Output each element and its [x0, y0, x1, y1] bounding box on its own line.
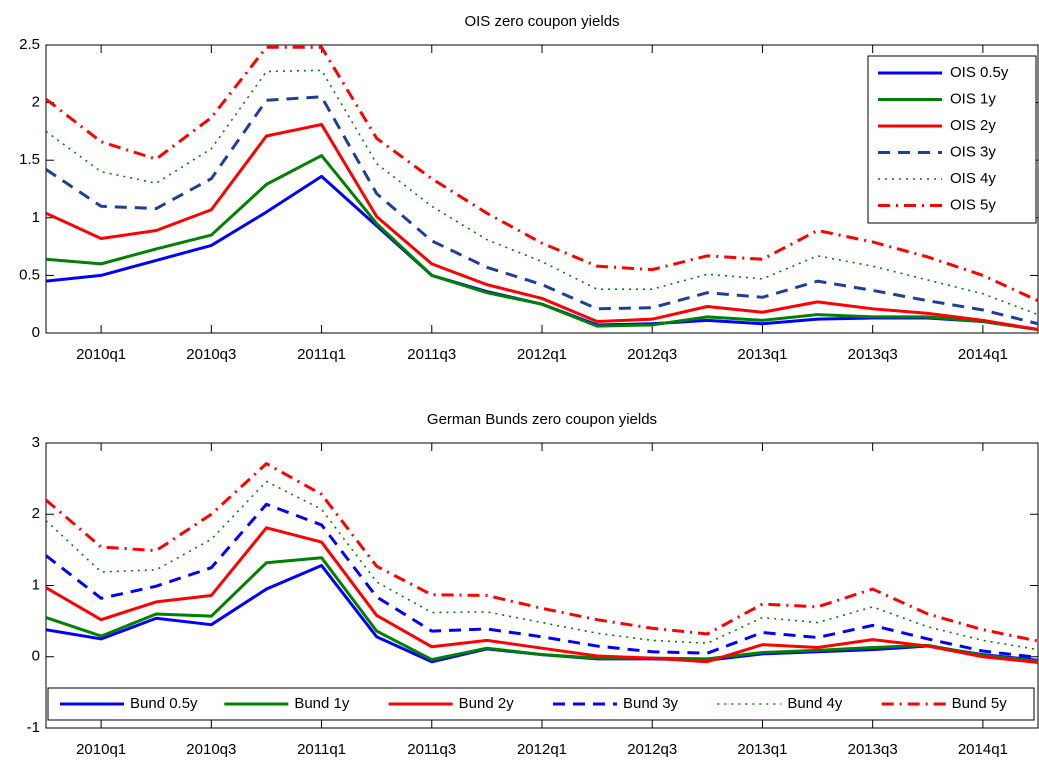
- x-tick-label: 2012q3: [627, 346, 677, 363]
- legend-label: OIS 1y: [950, 90, 996, 107]
- y-tick-label: 2: [32, 505, 40, 522]
- y-tick-label: 3: [32, 434, 40, 451]
- series-line: [46, 95, 1038, 326]
- x-tick-label: 2014q1: [958, 741, 1008, 758]
- legend-label: Bund 2y: [459, 695, 515, 712]
- legend-label: Bund 5y: [952, 695, 1008, 712]
- x-tick-label: 2010q1: [76, 346, 126, 363]
- y-tick-label: 1: [32, 576, 40, 593]
- legend-label: OIS 3y: [950, 143, 996, 160]
- chart-title: German Bunds zero coupon yields: [427, 411, 657, 428]
- legend-label: OIS 0.5y: [950, 64, 1009, 81]
- plot-area: [46, 462, 1038, 664]
- series-line: [46, 462, 1038, 643]
- x-tick-label: 2013q3: [848, 346, 898, 363]
- legend-label: Bund 0.5y: [130, 695, 198, 712]
- legend-label: Bund 1y: [294, 695, 350, 712]
- series-line: [46, 556, 1038, 663]
- x-tick-label: 2013q1: [737, 741, 787, 758]
- legend-label: OIS 2y: [950, 117, 996, 134]
- series-line: [46, 502, 1038, 659]
- x-tick-label: 2011q1: [297, 741, 346, 758]
- series-line: [46, 122, 1038, 332]
- x-tick-label: 2014q1: [958, 346, 1008, 363]
- x-tick-label: 2012q3: [627, 741, 677, 758]
- y-tick-label: 1.5: [19, 151, 40, 168]
- legend-label: OIS 5y: [950, 196, 996, 213]
- legend-label: Bund 3y: [623, 695, 679, 712]
- y-tick-label: 2: [32, 94, 40, 111]
- x-tick-label: 2011q1: [297, 346, 346, 363]
- x-tick-label: 2010q3: [186, 346, 236, 363]
- y-tick-label: 1: [32, 209, 40, 226]
- legend-label: Bund 4y: [787, 695, 843, 712]
- axes-box: [45, 442, 1039, 729]
- legend-box: [47, 687, 1035, 721]
- x-tick-label: 2012q1: [517, 346, 567, 363]
- series-line: [46, 69, 1038, 316]
- x-tick-label: 2013q3: [848, 741, 898, 758]
- legend-label: OIS 4y: [950, 170, 996, 187]
- y-tick-label: -1: [27, 719, 40, 736]
- x-tick-label: 2012q1: [517, 741, 567, 758]
- chart-title: OIS zero coupon yields: [464, 13, 619, 30]
- series-line: [46, 480, 1038, 651]
- y-tick-label: 0.5: [19, 266, 40, 283]
- y-tick-label: 2.5: [19, 36, 40, 53]
- x-tick-label: 2010q1: [76, 741, 126, 758]
- x-tick-label: 2011q3: [407, 346, 456, 363]
- series-line: [46, 526, 1038, 664]
- y-tick-label: 0: [32, 648, 40, 665]
- x-tick-label: 2011q3: [407, 741, 456, 758]
- plot-area: [46, 45, 1038, 332]
- x-tick-label: 2010q3: [186, 741, 236, 758]
- legend-box: [867, 55, 1037, 224]
- x-tick-label: 2013q1: [737, 346, 787, 363]
- y-tick-label: 0: [32, 324, 40, 341]
- series-line: [46, 154, 1038, 332]
- series-line: [46, 45, 1038, 303]
